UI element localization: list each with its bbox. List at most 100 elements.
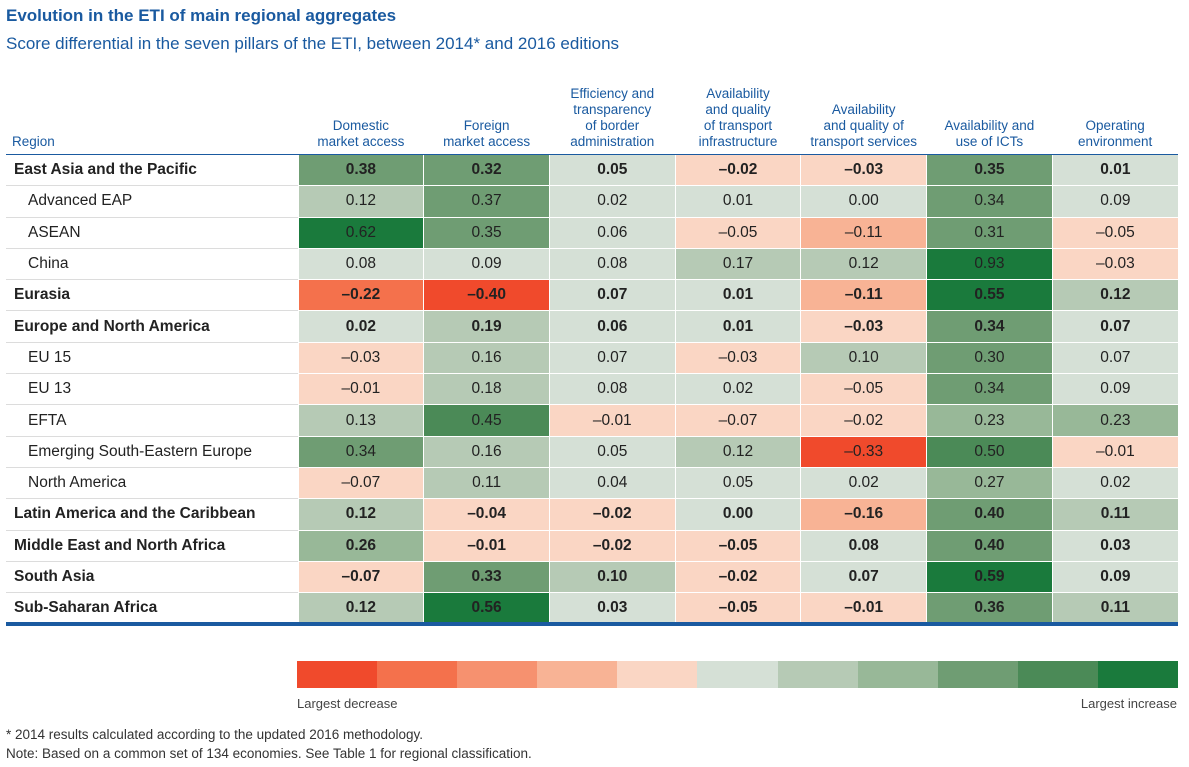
heat-cell: 0.56 (423, 592, 550, 624)
table-row: North America –0.07 0.11 0.04 0.05 0.02 0.27 0.… (6, 466, 1178, 499)
heat-cell: 0.01 (674, 185, 801, 218)
heat-cell: –0.01 (1051, 435, 1178, 468)
table-row: EU 15 –0.03 0.16 0.07 –0.03 0.10 0.30 0.07 (6, 341, 1178, 374)
region-label: China (6, 247, 299, 280)
heat-cell: 0.02 (800, 466, 927, 499)
heat-cell: 0.12 (674, 435, 801, 468)
heat-cell: 0.23 (926, 404, 1053, 437)
heat-cell: 0.01 (674, 279, 801, 311)
footnote-methodology: * 2014 results calculated according to t… (6, 727, 424, 742)
legend-swatch (1097, 661, 1179, 688)
color-scale-legend (297, 661, 1179, 688)
heat-cell: 0.35 (423, 216, 550, 249)
heat-cell: 0.01 (1051, 153, 1178, 186)
table-row: EFTA 0.13 0.45 –0.01 –0.07 –0.02 0.23 0.23 (6, 404, 1178, 437)
heat-cell: –0.05 (800, 373, 927, 405)
heat-cell: 0.08 (297, 247, 424, 280)
column-header-6: Availability and use of ICTs (926, 84, 1053, 155)
heat-cell: –0.04 (423, 498, 550, 531)
column-header-3: Efficiency and transparency of border admin… (549, 84, 676, 155)
heat-cell: –0.22 (297, 279, 424, 311)
heat-cell: –0.01 (800, 592, 927, 624)
heat-cell: –0.05 (674, 216, 801, 249)
heat-cell: 0.07 (548, 279, 676, 311)
heat-cell: –0.07 (297, 466, 424, 499)
column-header-5: Availability and quality of transport serv… (800, 84, 927, 155)
table-header: Region Domestic market access Foreign marke… (6, 84, 1178, 155)
heat-cell: 0.18 (423, 373, 550, 405)
heat-cell: 0.06 (548, 310, 676, 343)
table-row: China 0.08 0.09 0.08 0.17 0.12 0.93 –0.03 (6, 247, 1178, 280)
heat-cell: 0.06 (548, 216, 676, 249)
heat-cell: –0.11 (800, 279, 927, 311)
heat-cell: 0.55 (926, 279, 1053, 311)
table-row: Europe and North America 0.02 0.19 0.06 0.01… (6, 310, 1178, 343)
heat-cell: 0.34 (297, 435, 424, 468)
heat-cell: 0.08 (548, 373, 676, 405)
heat-cell: –0.01 (548, 404, 676, 437)
legend-swatch (537, 661, 618, 688)
heat-cell: 0.02 (297, 310, 424, 343)
heat-cell: 0.12 (297, 592, 424, 624)
heat-cell: 0.09 (1051, 560, 1178, 593)
column-header-7: Operating environment (1052, 84, 1178, 155)
heat-cell: 0.40 (926, 498, 1053, 531)
heat-cell: –0.02 (800, 404, 927, 437)
heat-cell: 0.04 (548, 466, 676, 499)
heat-cell: 0.11 (423, 466, 550, 499)
heat-cell: 0.00 (674, 498, 801, 531)
heat-cell: 0.36 (926, 592, 1053, 624)
table-row: Latin America and the Caribbean 0.12 –0.04… (6, 498, 1178, 531)
region-label: ASEAN (6, 216, 299, 249)
footnote-note: Note: Based on a common set of 134 econo… (6, 746, 532, 761)
heat-cell: 0.38 (297, 153, 424, 186)
heat-cell: 0.10 (548, 560, 676, 593)
column-header-1: Domestic market access (298, 84, 424, 155)
legend-swatch (697, 661, 778, 688)
heat-cell: 0.09 (1051, 373, 1178, 405)
legend-swatch (457, 661, 538, 688)
region-label: Emerging South-Eastern Europe (6, 435, 299, 468)
region-label: EFTA (6, 404, 299, 437)
table-row: East Asia and the Pacific 0.38 0.32 0.05 –0.… (6, 153, 1178, 186)
heat-cell: 0.03 (548, 592, 676, 624)
heat-cell: 0.26 (297, 529, 424, 562)
table-row: South Asia –0.07 0.33 0.10 –0.02 0.07 0.59 0.09 (6, 560, 1178, 593)
heat-cell: 0.33 (423, 560, 550, 593)
heat-cell: 0.07 (1051, 341, 1178, 374)
heat-cell: –0.05 (674, 592, 801, 624)
heat-cell: 0.35 (926, 153, 1053, 186)
heat-cell: 0.16 (423, 435, 550, 468)
heat-cell: 0.07 (800, 560, 927, 593)
heat-cell: 0.45 (423, 404, 550, 437)
heat-cell: 0.07 (1051, 310, 1178, 343)
region-label: East Asia and the Pacific (6, 154, 299, 186)
region-label: Eurasia (6, 279, 299, 311)
heat-cell: 0.37 (423, 185, 550, 218)
table-row: Sub-Saharan Africa 0.12 0.56 0.03 –0.05 –0.01… (6, 592, 1178, 624)
heat-cell: 0.34 (926, 310, 1053, 343)
heat-cell: 0.11 (1051, 592, 1178, 624)
heat-cell: 0.05 (674, 466, 801, 499)
table-bottom-rule (6, 621, 1178, 628)
heat-cell: 0.93 (926, 247, 1053, 280)
legend-swatch (297, 661, 378, 688)
heat-cell: –0.03 (800, 310, 927, 343)
heat-cell: –0.07 (297, 560, 424, 593)
heat-cell: 0.02 (674, 373, 801, 405)
table-row: Middle East and North Africa 0.26 –0.01 –0.… (6, 529, 1178, 562)
heat-cell: –0.40 (423, 279, 550, 311)
heatmap-table: Region Domestic market access Foreign marke… (6, 84, 1178, 628)
legend-swatch (617, 661, 698, 688)
legend-swatch (857, 661, 938, 688)
heat-cell: 0.30 (926, 341, 1053, 374)
heat-cell: –0.02 (548, 529, 676, 562)
heat-cell: 0.11 (1051, 498, 1178, 531)
heat-cell: 0.59 (926, 560, 1053, 593)
region-label: Middle East and North Africa (6, 529, 299, 562)
heat-cell: –0.16 (800, 498, 927, 531)
heat-cell: 0.08 (548, 247, 676, 280)
table-row: Advanced EAP 0.12 0.37 0.02 0.01 0.00 0.34 0.09 (6, 185, 1178, 218)
region-label: South Asia (6, 560, 299, 593)
chart-subtitle: Score differential in the seven pillars … (6, 34, 620, 53)
